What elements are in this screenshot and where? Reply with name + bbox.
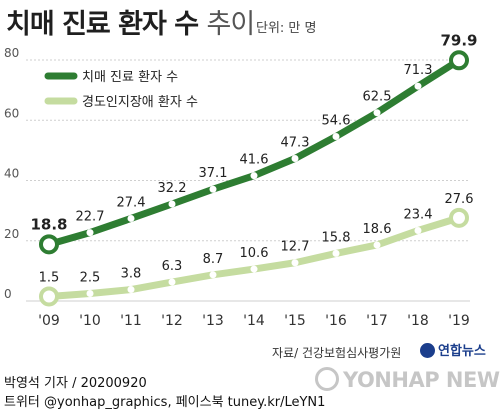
- data-label: 22.7: [76, 210, 105, 225]
- data-point-end: [39, 286, 59, 307]
- data-point: [373, 109, 381, 117]
- data-point: [209, 185, 217, 193]
- y-tick-label: 0: [4, 287, 12, 301]
- x-tick-label: '10: [79, 313, 101, 329]
- data-label: 18.8: [30, 215, 67, 233]
- y-tick-label: 80: [4, 46, 19, 60]
- data-point: [127, 286, 135, 294]
- data-label: 47.3: [281, 136, 310, 151]
- data-point: [414, 227, 422, 235]
- x-tick-label: '13: [202, 313, 224, 329]
- x-tick-label: '12: [161, 313, 183, 329]
- data-label: 15.8: [322, 230, 351, 245]
- brand-name: 연합뉴스: [438, 344, 486, 359]
- chart-title: 치매 진료 환자 수 추이: [6, 2, 256, 41]
- data-label: 27.6: [445, 192, 474, 207]
- credit-social: 트위터 @yonhap_graphics, 페이스북 tuney.kr/LeYN…: [4, 395, 326, 410]
- data-point: [373, 241, 381, 249]
- data-label: 6.3: [162, 259, 183, 274]
- data-label: 12.7: [281, 240, 310, 255]
- brand-logo: 연합뉴스: [420, 340, 486, 359]
- watermark-icon: [315, 367, 339, 391]
- x-tick-label: '11: [120, 313, 142, 329]
- data-point: [127, 214, 135, 222]
- data-point: [414, 82, 422, 90]
- y-tick-label: 20: [4, 227, 19, 241]
- x-tick-label: '17: [366, 313, 388, 329]
- data-label: 37.1: [199, 166, 228, 181]
- x-tick-label: '15: [284, 313, 306, 329]
- data-point-end: [39, 234, 59, 255]
- data-point: [250, 265, 258, 273]
- x-tick-label: '16: [325, 313, 347, 329]
- data-label: 62.5: [363, 90, 392, 105]
- y-tick-label: 40: [4, 167, 19, 181]
- data-label: 8.7: [203, 252, 224, 267]
- chart-title-sub: 추이: [206, 9, 256, 40]
- data-label: 71.3: [404, 63, 433, 78]
- data-point: [86, 229, 94, 237]
- data-point: [291, 155, 299, 163]
- legend-label: 치매 진료 환자 수: [82, 70, 178, 85]
- data-point-end: [449, 207, 469, 228]
- source-note: 자료/ 건강보험심사평가원: [272, 346, 402, 360]
- data-point-end: [449, 50, 469, 71]
- data-point: [168, 200, 176, 208]
- data-label: 32.2: [158, 181, 187, 196]
- chart-title-main: 치매 진료 환자 수: [6, 9, 199, 40]
- data-point: [332, 249, 340, 257]
- data-point: [332, 133, 340, 141]
- data-point: [86, 289, 94, 297]
- watermark-text: YONHAP NEWS: [343, 368, 500, 392]
- data-label: 18.6: [363, 222, 392, 237]
- x-tick-label: '18: [407, 313, 429, 329]
- data-label: 3.8: [121, 267, 142, 282]
- x-tick-label: '09: [38, 313, 60, 329]
- data-label: 54.6: [322, 114, 351, 129]
- data-label: 1.5: [39, 270, 60, 285]
- data-label: 10.6: [240, 246, 269, 261]
- x-tick-label: '19: [448, 313, 470, 329]
- data-label: 79.9: [440, 31, 477, 49]
- data-label: 41.6: [240, 153, 269, 168]
- data-label: 27.4: [117, 195, 146, 210]
- data-label: 2.5: [80, 270, 101, 285]
- data-point: [168, 278, 176, 286]
- data-point: [250, 172, 258, 180]
- credit-reporter: 박영석 기자 / 20200920: [4, 376, 147, 391]
- brand-logo-icon: [420, 343, 435, 358]
- data-point: [209, 271, 217, 279]
- unit-label: 단위: 만 명: [256, 21, 317, 36]
- data-point: [291, 259, 299, 267]
- y-tick-label: 60: [4, 106, 19, 120]
- data-label: 23.4: [404, 208, 433, 223]
- watermark: YONHAP NEWS: [315, 367, 500, 392]
- legend-label: 경도인지장애 환자 수: [82, 95, 198, 110]
- line-chart: 0 20 40 60 80 '09 '10 '11 '12 '13 '14 '15 '16 '17 '18 '…: [4, 31, 478, 329]
- x-tick-label: '14: [243, 313, 265, 329]
